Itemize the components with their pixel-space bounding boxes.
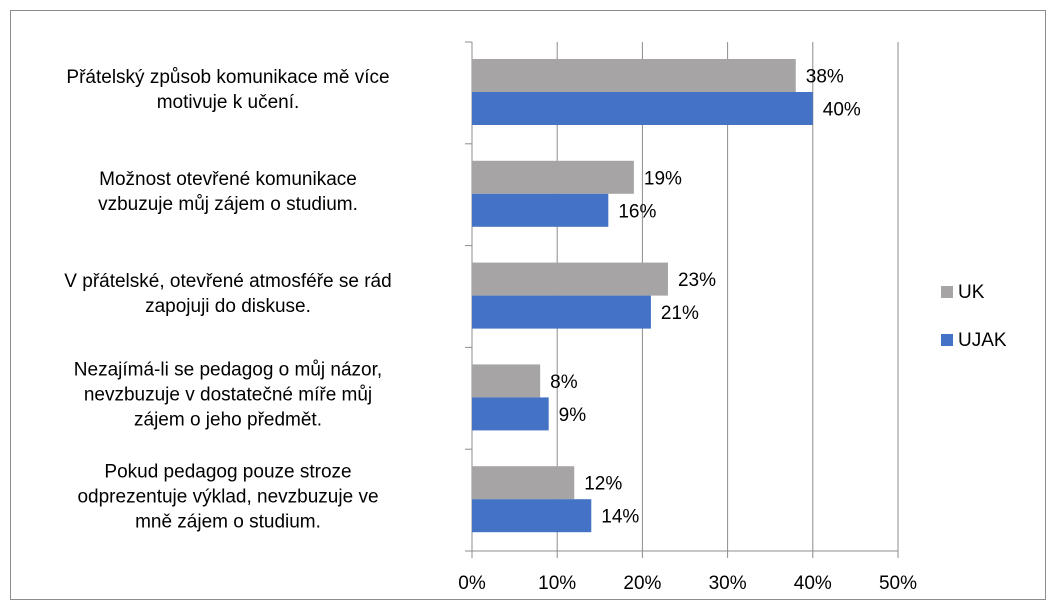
- x-tick-label: 20%: [623, 573, 661, 594]
- category-label: Přátelský způsob komunikace mě více moti…: [66, 66, 390, 113]
- data-label: 38%: [806, 67, 844, 88]
- bar: [472, 193, 609, 227]
- legend-swatch: [941, 286, 953, 298]
- legend-label: UJAK: [958, 330, 1007, 351]
- data-label: 40%: [823, 100, 861, 121]
- x-tick-label: 0%: [458, 573, 486, 594]
- bar: [472, 92, 813, 125]
- x-tick-label: 40%: [794, 573, 832, 594]
- data-label: 12%: [584, 474, 622, 495]
- data-label: 16%: [618, 201, 656, 222]
- data-label: 21%: [661, 303, 699, 324]
- bar: [472, 397, 549, 431]
- x-tick-label: 30%: [709, 573, 747, 594]
- data-label: 23%: [678, 270, 716, 291]
- bar: [472, 160, 634, 194]
- category-label: Možnost otevřené komunikace vzbuzuje můj…: [98, 168, 358, 215]
- legend-label: UK: [958, 282, 985, 303]
- bar: [472, 499, 592, 533]
- chart-border: [10, 10, 1046, 600]
- data-label: 8%: [550, 372, 578, 393]
- x-tick-label: 10%: [538, 573, 576, 594]
- category-label: Nezajímá-li se pedagog o můj názor, nevz…: [73, 359, 383, 431]
- category-label: V přátelské, otevřené atmosféře se rád z…: [64, 270, 392, 317]
- bar: [472, 262, 668, 296]
- data-label: 19%: [644, 168, 682, 189]
- bar: [472, 59, 796, 92]
- bar: [472, 466, 575, 500]
- legend-swatch: [941, 334, 953, 346]
- bar: [472, 295, 651, 329]
- data-label: 9%: [559, 405, 587, 426]
- bar: [472, 364, 541, 398]
- data-label: 14%: [601, 507, 639, 528]
- x-tick-label: 50%: [879, 573, 917, 594]
- category-label: Pokud pedagog pouze stroze odprezentuje …: [77, 461, 379, 533]
